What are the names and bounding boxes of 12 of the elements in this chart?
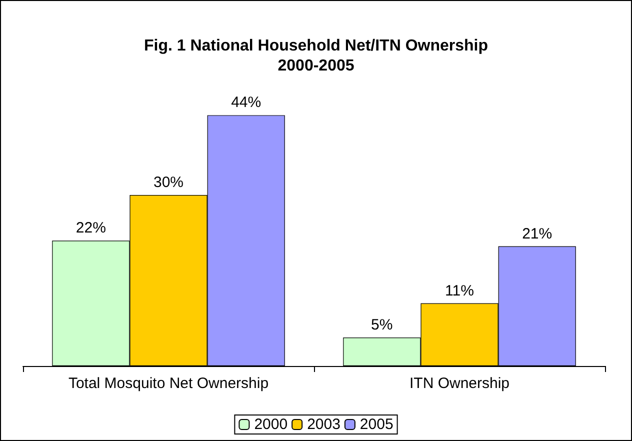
x-tick-label: ITN Ownership xyxy=(409,375,510,392)
data-label: 5% xyxy=(371,316,393,334)
legend-label: 2000 xyxy=(254,416,288,433)
legend-label: 2005 xyxy=(360,416,394,433)
data-label: 44% xyxy=(231,94,262,112)
x-tick-label: Total Mosquito Net Ownership xyxy=(68,375,269,392)
legend-label: 2003 xyxy=(307,416,340,433)
chart-title: Fig. 1 National Household Net/ITN Ownership 2000-2005 xyxy=(144,38,488,74)
data-label: 21% xyxy=(522,225,552,242)
data-label: 22% xyxy=(76,220,106,237)
data-label: 30% xyxy=(153,174,184,191)
data-label: 11% xyxy=(445,282,474,300)
